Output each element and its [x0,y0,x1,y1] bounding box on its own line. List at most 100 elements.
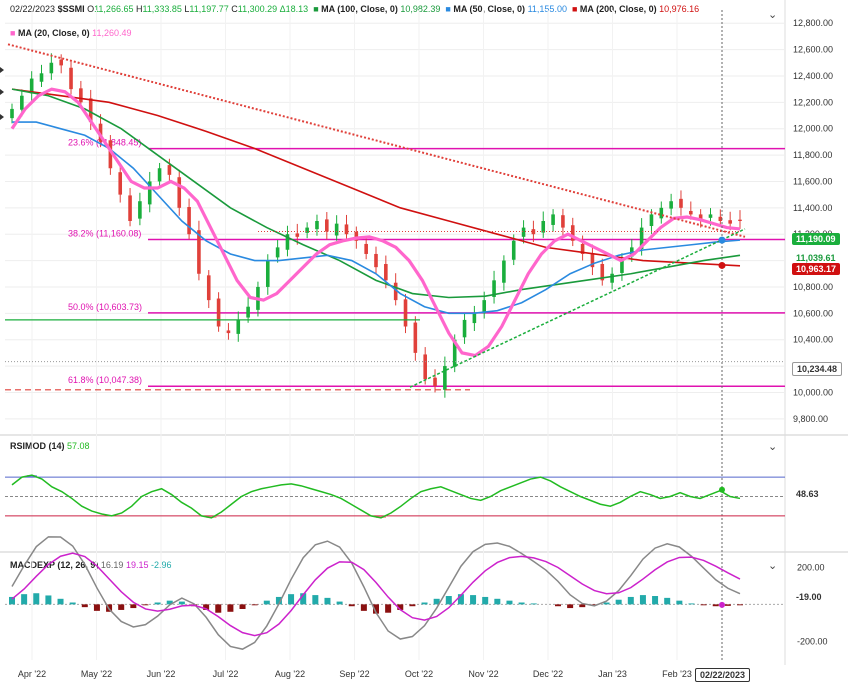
candle-body [531,229,536,235]
y-tick-label: 12,000.00 [793,124,833,134]
candle-body [541,221,546,233]
macd-histogram-bar [385,604,392,613]
macd-histogram-bar [324,597,331,605]
macd-histogram-bar [470,595,477,605]
candle-body [69,67,73,90]
candle-body [423,354,427,380]
candle-body [374,253,378,268]
candle-body [197,230,201,274]
candle-body [10,108,14,119]
macd-histogram-bar [700,604,707,606]
y-tick-label: 11,600.00 [793,176,832,186]
macd-v2: 19.15 [125,560,149,570]
rsi-marker [719,486,725,493]
macd-histogram-bar [118,604,125,610]
collapse-price-panel-icon[interactable]: ⌄ [768,9,778,21]
macd-line [11,536,741,650]
header-close: 11,300.29 [237,4,278,14]
y-tick-label: 12,200.00 [793,97,833,107]
candle-body [590,253,595,268]
candle-body [561,215,565,228]
candle-body [698,214,703,221]
header-ma20-label: MA (20, Close, 0) [17,28,90,38]
macd-histogram-bar [433,598,440,605]
rsi-label: RSIMOD (14) [10,441,65,451]
candle-body [325,219,329,232]
header-ma200-label: MA (200, Close, 0) [579,4,657,14]
candle-body [206,275,211,301]
macd-histogram-bar [494,598,501,605]
collapse-macd-panel-icon[interactable]: ⌄ [768,560,778,572]
candle-body [354,231,359,241]
candle-body [452,339,457,367]
candle-body [521,227,526,237]
rsi-overbought-fill [26,475,37,478]
candle-body [718,216,723,221]
candle-body [226,330,231,334]
macd-histogram-bar [227,604,234,612]
x-tick-label: Apr '22 [18,669,46,679]
macd-histogram-bar [360,604,367,611]
header-ma100-label: MA (100, Close, 0) [321,4,398,14]
candle-body [462,319,467,338]
candle-body [147,181,152,205]
candle-body [216,298,221,327]
macd-histogram-bar [154,602,161,605]
header-ma100-value: 10,982.39 [400,4,441,14]
candle-body [689,210,693,215]
macd-histogram-bar [445,596,452,605]
macd-histogram-bar [724,604,731,606]
candle-body [472,313,477,324]
candle-body [708,214,713,218]
candle-body [511,240,516,260]
candle-body [659,207,664,219]
macd-histogram-bar [21,594,28,605]
candle-body [236,319,241,334]
macd-histogram-bar [688,603,695,605]
candle-body [167,165,172,175]
macd-histogram-bar [591,604,598,606]
candle-body [433,377,437,386]
x-tick-label: Feb '23 [662,669,692,679]
y-tick-label: 10,800.00 [793,282,833,292]
header-open: 11,266.65 [94,4,134,14]
macd-histogram-bar [457,594,464,605]
ma50-line [12,121,741,315]
rsi-oversold-fill [375,515,386,518]
macd-histogram-bar [373,604,379,614]
macd-histogram-bar [664,597,671,605]
collapse-rsi-panel-icon[interactable]: ⌄ [768,441,778,453]
candle-body [728,220,732,224]
macd-histogram-bar [639,595,646,605]
candle-body [29,78,34,94]
price-tag: 11,190.09 [792,233,840,245]
macd-signal-line [11,552,741,637]
macd-histogram-bar [166,600,173,605]
candle-body [177,177,182,208]
candle-body [492,280,496,297]
macd-y-tick-label: -200.00 [797,636,828,646]
edge-marker [0,67,4,73]
candle-body [295,233,300,237]
x-tick-label: Sep '22 [339,669,369,679]
candle-body [610,273,614,283]
macd-histogram-bar [178,601,185,605]
x-tick-label: Dec '22 [533,669,563,679]
candle-body [79,88,83,103]
macd-histogram-bar [251,604,258,606]
candle-body [551,214,555,225]
macd-histogram-bar [567,604,574,609]
macd-histogram-bar [421,602,428,605]
x-tick-label: Jan '23 [598,669,627,679]
candle-body [364,243,368,254]
ma20-line [10,87,741,358]
header-ma50-label: MA (50, Close, 0) [453,4,526,14]
candle-body [570,225,575,241]
macd-histogram-bar [737,604,743,606]
x-tick-label: May '22 [81,669,112,679]
ma50-marker [718,236,726,244]
macd-histogram-bar [93,604,100,611]
y-tick-label: 12,600.00 [793,45,833,55]
candle-body [669,201,673,209]
